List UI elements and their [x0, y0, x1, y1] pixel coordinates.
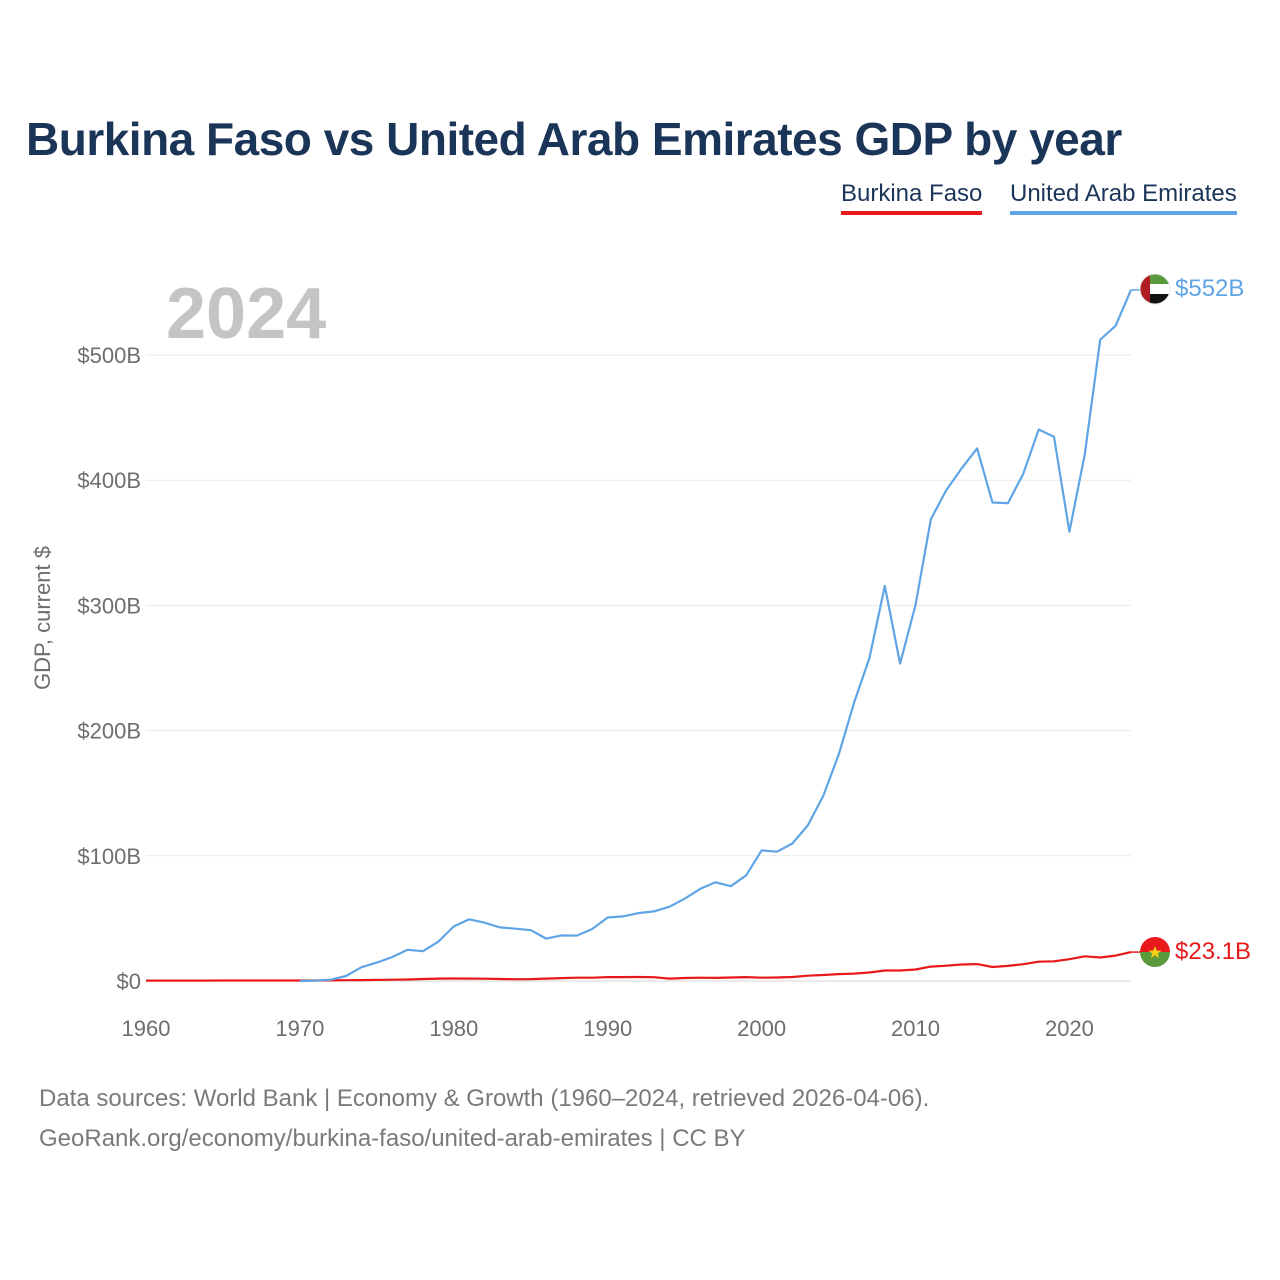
x-tick-label: 1970 [275, 1016, 324, 1041]
series-line-uae [299, 289, 1133, 983]
x-tick-label: 2020 [1045, 1016, 1094, 1041]
chart-title: Burkina Faso vs United Arab Emirates GDP… [26, 113, 1122, 165]
source-link[interactable]: GeoRank.org/economy/burkina-faso/united-… [39, 1125, 746, 1152]
y-tick-label: $300B [77, 593, 141, 618]
y-axis-tick-labels: $0 $100B $200B $300B $400B $500B [77, 343, 141, 994]
series-lines [146, 289, 1140, 983]
y-tick-label: $200B [77, 719, 141, 744]
y-axis-label: GDP, current $ [30, 546, 55, 690]
year-label: 2024 [166, 274, 326, 354]
end-value-label-uae: $552B [1175, 275, 1244, 302]
burkina-faso-flag-icon [1140, 937, 1170, 967]
x-axis-tick-labels: 1960 1970 1980 1990 2000 2010 2020 [122, 1016, 1094, 1041]
y-tick-label: $0 [117, 969, 141, 994]
x-tick-label: 1960 [122, 1016, 171, 1041]
legend-item-united-arab-emirates[interactable]: United Arab Emirates [1010, 180, 1237, 215]
source-note: Data sources: World Bank | Economy & Gro… [39, 1085, 930, 1112]
y-tick-label: $500B [77, 343, 141, 368]
x-tick-label: 1980 [429, 1016, 478, 1041]
uae-flag-icon [1140, 274, 1170, 304]
end-value-label-burkina-faso: $23.1B [1175, 938, 1251, 965]
gridlines [146, 354, 1131, 982]
y-tick-label: $100B [77, 844, 141, 869]
x-tick-label: 1990 [583, 1016, 632, 1041]
x-tick-label: 2000 [737, 1016, 786, 1041]
series-line-burkina-faso [146, 951, 1132, 982]
y-tick-label: $400B [77, 468, 141, 493]
x-tick-label: 2010 [891, 1016, 940, 1041]
legend-item-burkina-faso[interactable]: Burkina Faso [841, 180, 983, 215]
